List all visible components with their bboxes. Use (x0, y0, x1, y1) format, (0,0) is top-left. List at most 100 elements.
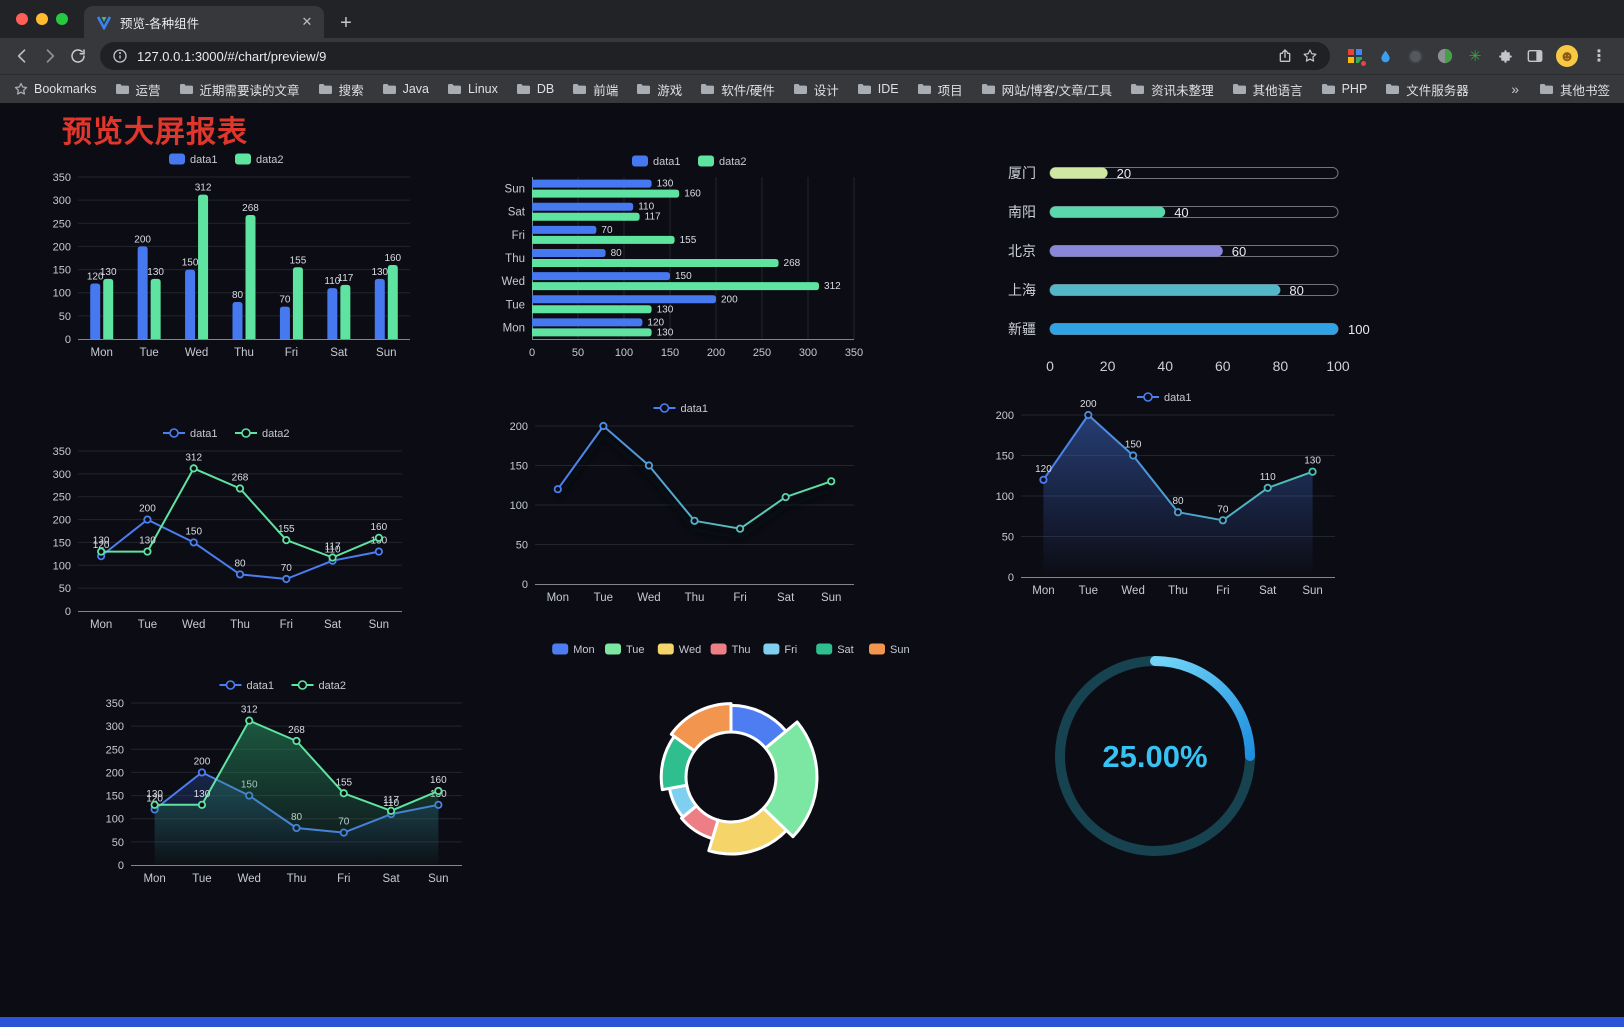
two-series-area-chart: data1 data2 0 50 100 150 200 250 300 350 Mon Tue Wed… (93, 673, 478, 891)
svg-text:Sat: Sat (382, 873, 400, 885)
svg-text:120: 120 (647, 317, 664, 328)
tab-title: 预览-各种组件 (120, 16, 200, 31)
svg-text:160: 160 (684, 189, 701, 200)
bookmark-item[interactable]: IDE (857, 82, 899, 96)
svg-text:Sun: Sun (369, 619, 389, 631)
bookmark-item[interactable]: DB (516, 82, 554, 96)
reload-button[interactable] (64, 42, 92, 70)
bookmark-label: 运营 (135, 83, 161, 98)
window-minimize-button[interactable] (36, 13, 48, 25)
new-tab-button[interactable]: + (340, 11, 352, 34)
svg-text:Wed: Wed (637, 592, 660, 604)
bookmark-item[interactable]: 游戏 (636, 80, 682, 99)
bookmark-label: 文件服务器 (1406, 83, 1469, 98)
svg-text:Sat: Sat (777, 592, 795, 604)
bookmark-label: IDE (877, 82, 899, 96)
bookmark-item[interactable]: 文件服务器 (1385, 80, 1469, 99)
svg-text:Fri: Fri (285, 347, 298, 359)
svg-text:150: 150 (53, 265, 71, 277)
bookmark-item[interactable]: 网站/博客/文章/工具 (981, 80, 1112, 99)
svg-text:Fri: Fri (337, 873, 350, 885)
bookmark-item[interactable]: 资讯未整理 (1130, 80, 1214, 99)
bookmarks-root[interactable]: Bookmarks (14, 82, 97, 96)
bookmarks-list: 运营 近期需要读的文章 搜索 Java Linux DB 前端 游戏 软件/硬件 设计 IDE 项目 网… (115, 80, 1492, 99)
svg-text:130: 130 (194, 789, 211, 800)
bookmark-item[interactable]: 前端 (572, 80, 618, 99)
svg-text:Sat: Sat (837, 644, 854, 656)
svg-text:160: 160 (371, 522, 388, 533)
browser-tab[interactable]: 预览-各种组件 ✕ (84, 6, 324, 38)
profile-avatar[interactable]: ☻ (1556, 45, 1578, 67)
svg-text:117: 117 (337, 273, 353, 284)
extension-icon-dark-circle[interactable] (1406, 47, 1424, 65)
svg-text:200: 200 (134, 234, 151, 245)
svg-text:150: 150 (185, 526, 202, 537)
window-controls (0, 0, 84, 38)
svg-text:50: 50 (59, 311, 71, 323)
extension-icon-green-star[interactable]: ✳ (1468, 48, 1482, 65)
svg-text:160: 160 (430, 775, 447, 786)
svg-text:250: 250 (53, 492, 71, 504)
extension-icon-blue-drop[interactable] (1376, 47, 1394, 65)
svg-text:130: 130 (146, 789, 163, 800)
tab-strip: 预览-各种组件 ✕ + (0, 0, 1624, 38)
share-icon[interactable] (1277, 48, 1293, 64)
svg-text:130: 130 (139, 536, 156, 547)
svg-text:新疆: 新疆 (1008, 321, 1036, 337)
svg-text:data2: data2 (319, 680, 347, 692)
window-close-button[interactable] (16, 13, 28, 25)
extension-icon-colorful[interactable] (1346, 47, 1368, 68)
other-bookmarks[interactable]: 其他书签 (1539, 80, 1610, 99)
site-info-icon[interactable] (112, 48, 128, 64)
svg-text:Fri: Fri (1216, 585, 1229, 597)
menu-kebab-icon[interactable]: ⋮ (1591, 48, 1607, 65)
side-panel-icon[interactable] (1526, 47, 1544, 65)
bookmark-item[interactable]: 运营 (115, 80, 161, 99)
svg-text:100: 100 (1348, 322, 1370, 337)
extension-icon-green-circle[interactable] (1436, 47, 1454, 65)
svg-text:80: 80 (611, 248, 623, 259)
bookmark-item[interactable]: Java (382, 82, 429, 96)
svg-text:150: 150 (661, 347, 679, 359)
svg-text:117: 117 (645, 212, 661, 223)
dashboard-page: 预览大屏报表 data1 data2 0 50 100 150 200 250 300 350 Mo… (0, 103, 1624, 1027)
bookmark-item[interactable]: 软件/硬件 (700, 80, 775, 99)
footer-accent-bar (0, 1017, 1624, 1027)
bookmark-item[interactable]: 设计 (793, 80, 839, 99)
bookmarks-overflow-chevron[interactable]: » (1511, 81, 1519, 97)
address-bar[interactable]: 127.0.0.1:3000/#/chart/preview/9 (100, 42, 1330, 70)
svg-text:117: 117 (325, 542, 341, 553)
svg-text:130: 130 (657, 179, 674, 190)
svg-text:Tue: Tue (138, 619, 157, 631)
folder-icon (981, 83, 996, 95)
svg-text:150: 150 (182, 258, 199, 269)
svg-text:40: 40 (1157, 358, 1173, 374)
svg-text:50: 50 (112, 837, 124, 849)
svg-text:300: 300 (106, 721, 124, 733)
svg-text:155: 155 (335, 777, 352, 788)
svg-text:Wed: Wed (1121, 585, 1144, 597)
horizontal-bar-chart: data1 data2 0 50 100 150 200 250 300 350 Mon 120 130… (496, 149, 888, 365)
back-button[interactable] (8, 42, 36, 70)
bookmark-star-icon[interactable] (1302, 48, 1318, 64)
svg-text:200: 200 (996, 410, 1014, 422)
svg-text:Mon: Mon (547, 592, 569, 604)
bookmark-item[interactable]: 近期需要读的文章 (179, 80, 300, 99)
bookmark-item[interactable]: 搜索 (318, 80, 364, 99)
bookmark-item[interactable]: PHP (1321, 82, 1367, 96)
bookmark-item[interactable]: Linux (447, 82, 498, 96)
svg-text:Fri: Fri (784, 644, 797, 656)
bookmark-item[interactable]: 项目 (917, 80, 963, 99)
svg-text:130: 130 (657, 327, 674, 338)
svg-text:150: 150 (996, 451, 1014, 463)
svg-text:117: 117 (383, 795, 399, 806)
svg-text:Wed: Wed (502, 276, 525, 288)
svg-text:150: 150 (1125, 440, 1142, 451)
bookmark-item[interactable]: 其他语言 (1232, 80, 1303, 99)
tab-favicon-icon (96, 14, 112, 30)
tab-close-icon[interactable]: ✕ (301, 14, 313, 29)
window-zoom-button[interactable] (56, 13, 68, 25)
extensions-puzzle-icon[interactable] (1496, 47, 1514, 65)
forward-button[interactable] (36, 42, 64, 70)
svg-text:160: 160 (384, 253, 401, 264)
